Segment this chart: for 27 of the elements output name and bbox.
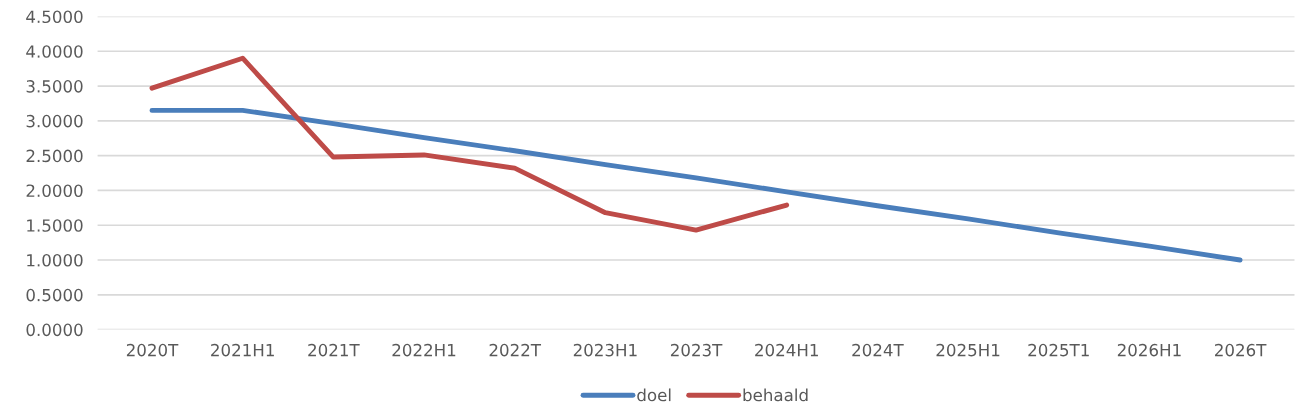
x-tick-label: 2026T — [1215, 343, 1267, 357]
y-tick-label: 2.0000 — [26, 184, 83, 197]
x-tick-label: 2023H1 — [573, 343, 637, 357]
y-tick-label: 1.0000 — [27, 253, 83, 267]
legend-label: doel — [637, 388, 671, 402]
y-tick-label: 3.0000 — [26, 114, 83, 128]
x-tick-label: 2024H1 — [755, 343, 818, 357]
y-tick-label: 3.5000 — [26, 80, 83, 93]
line-series — [149, 55, 790, 233]
y-tick-label: 2.5000 — [26, 149, 83, 163]
x-tick-label: 2021T — [308, 343, 360, 357]
x-tick-label: 2024T — [852, 343, 904, 357]
y-tick-label: 4.0000 — [26, 45, 83, 58]
x-tick-label: 2020T — [126, 343, 179, 357]
x-tick-label: 2026H1 — [1117, 343, 1181, 357]
y-tick-label: 0.5000 — [26, 288, 83, 302]
y-tick-label: 0.0000 — [26, 323, 83, 337]
y-tick-label: 4.5000 — [26, 10, 83, 24]
x-tick-label: 2022H1 — [392, 343, 456, 357]
legend-label: behaald — [743, 388, 808, 402]
line-series — [149, 107, 1243, 263]
y-tick-label: 1.5000 — [27, 219, 83, 232]
x-tick-label: 2025T1 — [1028, 343, 1089, 357]
x-tick-label: 2025H1 — [936, 343, 1000, 357]
x-tick-label: 2021H1 — [211, 343, 274, 357]
x-tick-label: 2022T — [489, 343, 542, 357]
x-tick-label: 2023T — [670, 343, 723, 357]
